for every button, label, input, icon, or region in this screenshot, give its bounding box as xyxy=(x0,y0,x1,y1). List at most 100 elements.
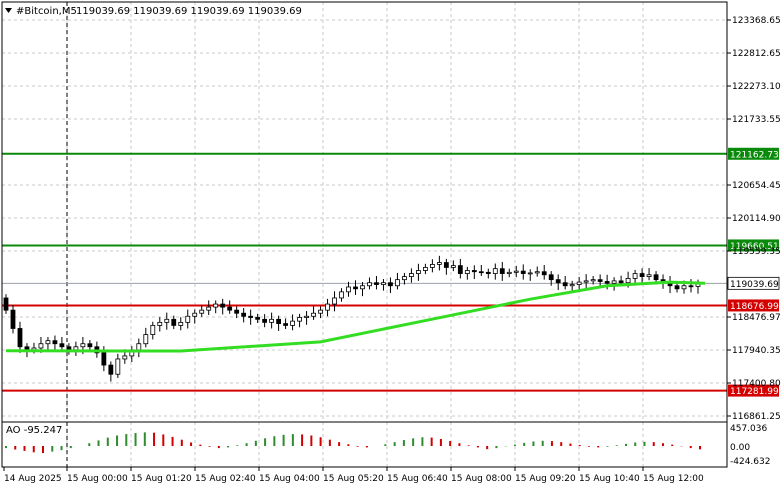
candle-body xyxy=(234,309,240,314)
level-badge xyxy=(728,299,779,312)
candle-body xyxy=(325,303,330,311)
candle-body xyxy=(318,309,323,314)
candle-body xyxy=(164,318,170,323)
candle-body xyxy=(304,315,309,318)
price-axis-label: 122812.65 xyxy=(732,49,781,59)
candle-body xyxy=(646,274,652,277)
price-axis-label: 117940.35 xyxy=(732,346,781,356)
level-badge xyxy=(728,239,779,252)
candle-body xyxy=(346,286,351,293)
candles xyxy=(3,255,701,382)
time-axis-label: 15 Aug 00:00 xyxy=(67,474,128,484)
time-axis-label: 15 Aug 09:20 xyxy=(515,474,576,484)
symbol-label: #Bitcoin,M5 xyxy=(16,6,77,17)
time-axis-label: 15 Aug 06:40 xyxy=(387,474,448,484)
candle-body xyxy=(443,262,449,268)
candle-body xyxy=(255,317,261,320)
candle-body xyxy=(471,270,477,273)
time-axis-label: 15 Aug 05:20 xyxy=(323,474,384,484)
current-price-label: 119039.69 xyxy=(730,280,779,290)
candle-body xyxy=(339,291,344,299)
price-axis-label: 118476.97 xyxy=(732,313,781,323)
candle-body xyxy=(429,263,435,268)
candle-body xyxy=(381,282,386,285)
ohlc-values: 119039.69 119039.69 119039.69 119039.69 xyxy=(76,6,302,17)
candle-body xyxy=(436,262,442,265)
candle-body xyxy=(122,355,128,360)
axes: 123368.65 122812.65 122273.10 121733.55 1206… xyxy=(1,1,781,484)
candle-body xyxy=(150,325,156,335)
candle-body xyxy=(513,270,519,273)
candle-body xyxy=(10,309,16,329)
candle-body xyxy=(520,270,526,274)
candle-body xyxy=(199,309,205,314)
collapse-triangle-icon[interactable] xyxy=(5,8,12,13)
candle-body xyxy=(115,358,121,375)
price-axis-label: 121733.55 xyxy=(732,115,781,125)
candle-body xyxy=(590,279,596,282)
candle-body xyxy=(653,274,659,281)
candle-body xyxy=(555,279,561,284)
candle-body xyxy=(171,318,177,326)
candle-body xyxy=(241,312,247,317)
candle-body xyxy=(269,318,275,323)
candle-body xyxy=(185,315,191,323)
candle-body xyxy=(367,282,372,287)
price-axis-label: 116861.25 xyxy=(732,412,781,422)
candle-body xyxy=(457,265,463,274)
candle-body xyxy=(681,285,687,290)
candle-body xyxy=(534,271,540,274)
candle-body xyxy=(395,279,400,287)
candle-body xyxy=(297,317,302,322)
candle-body xyxy=(402,276,407,281)
level-label: 121162.73 xyxy=(730,150,779,160)
moving-average xyxy=(5,280,706,353)
candle-body xyxy=(353,286,358,290)
candle-body xyxy=(618,280,624,284)
level-badge xyxy=(728,384,779,397)
candle-body xyxy=(527,272,533,275)
candle-body xyxy=(374,282,379,285)
candle-body xyxy=(17,328,23,348)
candle-body xyxy=(422,267,428,271)
candle-body xyxy=(492,268,498,274)
candle-body xyxy=(499,268,505,274)
level-label: 118676.99 xyxy=(730,302,779,312)
candle-body xyxy=(576,281,582,285)
candle-body xyxy=(38,343,44,349)
candle-body xyxy=(632,273,638,279)
candle-body xyxy=(262,318,268,323)
candle-body xyxy=(157,321,163,326)
candle-body xyxy=(248,315,254,318)
candle-body xyxy=(416,270,421,274)
candle-body xyxy=(688,285,694,288)
candle-body xyxy=(311,312,316,317)
candle-body xyxy=(548,274,554,281)
candle-body xyxy=(192,312,198,317)
candle-body xyxy=(604,281,610,284)
candle-body xyxy=(178,321,184,326)
candle-body xyxy=(213,303,219,308)
candle-body xyxy=(541,271,547,276)
price-axis-label: 123368.65 xyxy=(732,16,781,26)
candle-body xyxy=(464,270,470,274)
level-label: 117281.99 xyxy=(730,387,779,397)
horizontal-levels[interactable]: 121162.73 119660.51 118676.99 117281.99 1190… xyxy=(2,147,780,397)
ao-scale-zero: 0.00 xyxy=(730,443,750,453)
candle-body xyxy=(360,285,365,290)
candle-body xyxy=(569,284,575,287)
candle-body xyxy=(450,265,456,268)
grid xyxy=(2,2,727,467)
candle-body xyxy=(59,343,65,348)
time-axis-label: 15 Aug 01:20 xyxy=(131,474,192,484)
candle-body xyxy=(227,306,233,311)
plot-frame xyxy=(1,1,728,468)
candle-body xyxy=(3,297,9,311)
current-price-badge xyxy=(727,276,780,290)
candle-body xyxy=(87,343,93,348)
time-axis-label: 15 Aug 04:00 xyxy=(259,474,320,484)
level-badge xyxy=(728,147,779,160)
time-axis-label: 15 Aug 08:00 xyxy=(451,474,512,484)
